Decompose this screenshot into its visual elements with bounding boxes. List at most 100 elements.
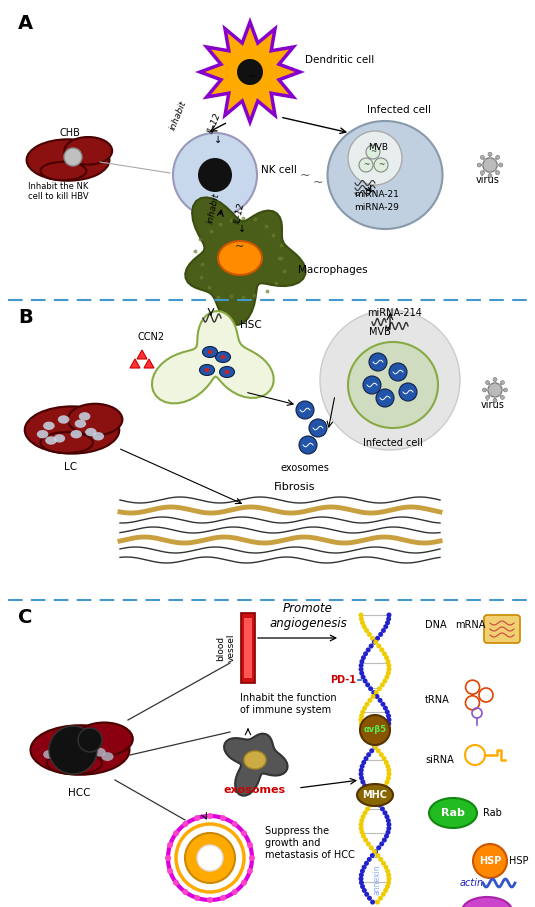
Circle shape xyxy=(371,795,376,800)
Circle shape xyxy=(384,675,389,679)
Circle shape xyxy=(374,694,379,699)
Bar xyxy=(241,613,255,683)
Circle shape xyxy=(370,853,375,858)
Circle shape xyxy=(374,799,379,804)
Circle shape xyxy=(384,760,389,765)
Circle shape xyxy=(376,845,381,850)
Circle shape xyxy=(480,171,484,175)
Ellipse shape xyxy=(75,723,133,756)
Circle shape xyxy=(483,388,486,392)
Circle shape xyxy=(359,818,364,824)
Ellipse shape xyxy=(68,404,123,435)
Circle shape xyxy=(359,721,364,727)
Circle shape xyxy=(383,784,388,788)
Text: inhabit: inhabit xyxy=(168,100,188,132)
Polygon shape xyxy=(144,359,154,368)
Circle shape xyxy=(360,620,365,625)
Circle shape xyxy=(385,869,390,873)
Circle shape xyxy=(366,736,371,742)
Text: actin: actin xyxy=(460,878,484,888)
Text: HSC: HSC xyxy=(240,320,262,330)
Circle shape xyxy=(167,842,173,848)
Circle shape xyxy=(358,667,364,672)
Circle shape xyxy=(386,826,391,831)
Circle shape xyxy=(488,174,492,178)
Circle shape xyxy=(386,714,391,718)
Circle shape xyxy=(374,690,379,695)
Circle shape xyxy=(386,717,392,722)
Circle shape xyxy=(380,702,385,707)
Ellipse shape xyxy=(78,750,90,759)
Circle shape xyxy=(385,884,390,889)
Circle shape xyxy=(361,814,365,819)
Circle shape xyxy=(358,717,363,722)
Ellipse shape xyxy=(203,346,218,357)
Text: IL-12: IL-12 xyxy=(233,201,246,224)
Circle shape xyxy=(383,706,388,710)
Ellipse shape xyxy=(218,241,262,275)
Text: ~: ~ xyxy=(370,148,376,157)
Circle shape xyxy=(376,740,380,746)
Circle shape xyxy=(359,767,364,773)
Circle shape xyxy=(379,648,384,652)
Bar xyxy=(244,618,252,678)
Circle shape xyxy=(363,376,381,394)
Circle shape xyxy=(359,670,364,676)
Circle shape xyxy=(477,163,481,167)
Circle shape xyxy=(359,775,364,780)
Circle shape xyxy=(480,155,484,160)
Ellipse shape xyxy=(102,752,113,761)
Circle shape xyxy=(360,725,365,730)
Circle shape xyxy=(358,822,364,827)
Circle shape xyxy=(361,675,365,679)
Circle shape xyxy=(386,667,392,672)
Circle shape xyxy=(503,388,508,392)
Circle shape xyxy=(386,767,391,773)
Polygon shape xyxy=(137,350,147,359)
Ellipse shape xyxy=(79,412,90,421)
Circle shape xyxy=(376,748,381,754)
Circle shape xyxy=(383,888,388,893)
Ellipse shape xyxy=(94,747,106,756)
Ellipse shape xyxy=(219,366,234,377)
Text: exosomes: exosomes xyxy=(224,785,286,795)
Text: miRNA-214: miRNA-214 xyxy=(368,308,423,318)
Ellipse shape xyxy=(220,355,225,359)
Circle shape xyxy=(376,389,394,407)
Text: inhabit: inhabit xyxy=(205,191,220,224)
Text: HSP: HSP xyxy=(479,856,501,866)
Circle shape xyxy=(488,152,492,156)
Circle shape xyxy=(167,868,173,874)
Text: MVB: MVB xyxy=(369,327,391,337)
Circle shape xyxy=(367,896,372,901)
Ellipse shape xyxy=(41,432,93,454)
Circle shape xyxy=(369,644,373,649)
Circle shape xyxy=(363,837,368,843)
Circle shape xyxy=(360,764,365,769)
Circle shape xyxy=(207,897,213,903)
Circle shape xyxy=(49,726,97,774)
Circle shape xyxy=(386,772,392,776)
Circle shape xyxy=(320,310,460,450)
Circle shape xyxy=(377,803,382,807)
Circle shape xyxy=(363,678,368,684)
Text: HSP: HSP xyxy=(509,856,529,866)
Circle shape xyxy=(362,706,367,710)
Circle shape xyxy=(386,822,392,827)
Circle shape xyxy=(378,857,383,862)
Circle shape xyxy=(362,864,366,870)
Circle shape xyxy=(362,784,367,788)
Circle shape xyxy=(165,855,171,861)
Circle shape xyxy=(483,158,497,172)
Circle shape xyxy=(372,849,377,854)
Circle shape xyxy=(78,728,102,752)
Ellipse shape xyxy=(37,430,48,438)
Circle shape xyxy=(365,682,370,688)
Text: Fibrosis: Fibrosis xyxy=(274,482,316,492)
Ellipse shape xyxy=(52,756,64,766)
Ellipse shape xyxy=(41,161,86,180)
Circle shape xyxy=(362,624,366,629)
Circle shape xyxy=(385,779,389,785)
Circle shape xyxy=(247,868,253,874)
Circle shape xyxy=(197,845,223,871)
